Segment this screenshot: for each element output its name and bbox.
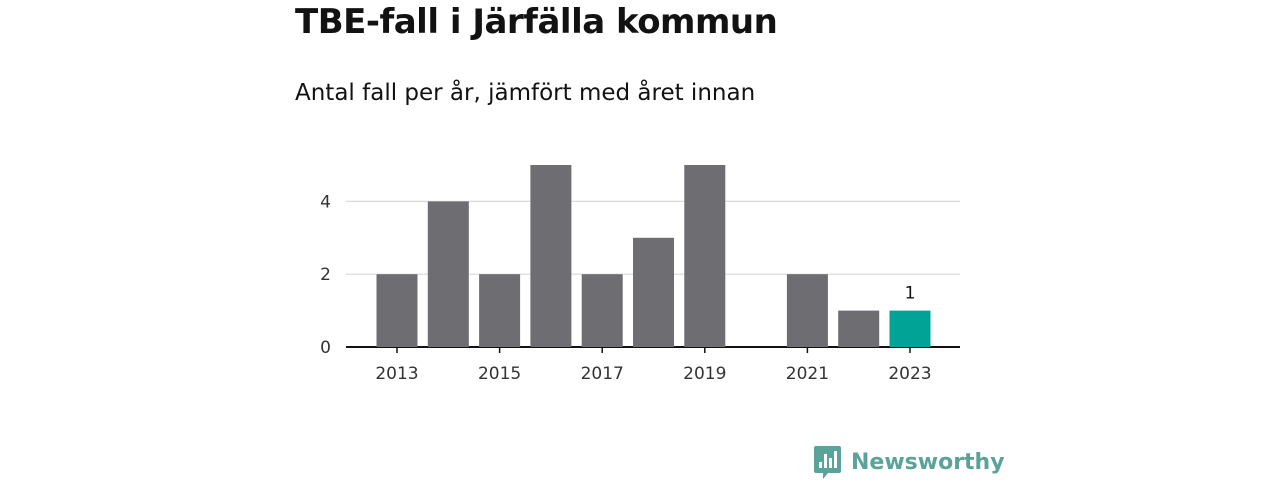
x-tick-label-2023: 2023: [888, 364, 931, 384]
labels: 0 2 4 2013 2015 2017 2019 2021 2023 1: [320, 192, 931, 384]
chart-title: TBE-fall i Järfälla kommun: [295, 2, 778, 42]
y-tick-label-0: 0: [320, 338, 331, 358]
bar-2016: [530, 165, 572, 347]
bar-2019: [684, 165, 726, 347]
x-tick-label-2015: 2015: [478, 364, 521, 384]
bar-2018: [633, 237, 674, 347]
chart-subtitle: Antal fall per år, jämfört med året inna…: [295, 80, 756, 106]
bar-chart: 0 2 4 2013 2015 2017 2019 2021 2023 1: [320, 165, 960, 384]
x-tick-label-2019: 2019: [683, 364, 726, 384]
data-label-2023: 1: [905, 284, 916, 304]
bar-2014: [427, 201, 469, 347]
bar-2023: [889, 310, 931, 347]
bar-2022: [838, 310, 880, 347]
newsworthy-chart-bubble-icon: [814, 446, 841, 479]
bar-2021: [786, 274, 828, 347]
x-tick-label-2013: 2013: [375, 364, 418, 384]
newsworthy-brand: Newsworthy: [814, 446, 1005, 479]
bar-2015: [479, 274, 521, 347]
x-tick-label-2017: 2017: [581, 364, 624, 384]
y-tick-label-2: 2: [320, 265, 331, 285]
bar-2013: [376, 274, 418, 347]
x-tick-label-2021: 2021: [786, 364, 829, 384]
y-tick-label-4: 4: [320, 192, 331, 212]
brand-name: Newsworthy: [851, 450, 1005, 475]
bars: [376, 165, 931, 347]
bar-2017: [581, 274, 623, 347]
